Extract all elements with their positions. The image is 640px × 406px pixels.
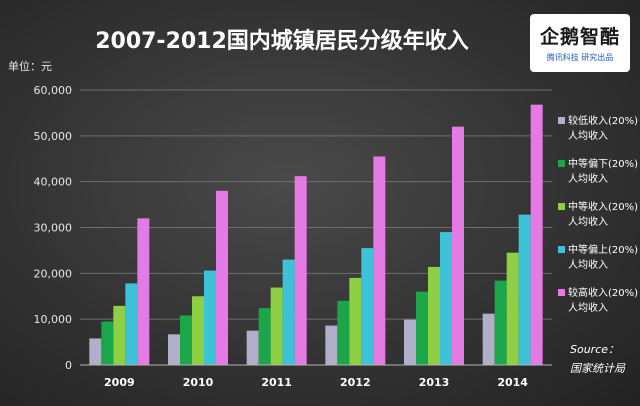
bar (89, 338, 102, 365)
x-tick-label: 2011 (261, 376, 292, 389)
legend-label-line2: 人均收入 (568, 215, 608, 228)
legend-label-line2: 人均收入 (568, 258, 608, 271)
bar (506, 252, 519, 365)
bar (125, 283, 138, 365)
legend-swatch (558, 160, 565, 167)
x-tick-label: 2010 (183, 376, 214, 389)
bar (416, 291, 428, 365)
x-tick-label: 2014 (497, 376, 528, 389)
x-tick-label: 2012 (340, 376, 371, 389)
gridlines (80, 89, 552, 320)
bar (440, 232, 452, 365)
bar (373, 156, 386, 365)
bar (216, 190, 228, 365)
bar (246, 330, 259, 365)
bars (89, 104, 543, 366)
y-tick-label: 50,000 (34, 130, 73, 143)
bar (452, 126, 464, 366)
legend-swatch (558, 246, 565, 253)
chart-title: 2007-2012国内城镇居民分级年收入 (95, 28, 469, 54)
y-axis: 0 10,000 20,000 30,000 40,000 50,000 60,000 (34, 84, 73, 372)
legend-label: 中等偏下(20%) (568, 157, 638, 170)
source-name: 国家统计局 (570, 362, 626, 375)
legend-swatch (558, 117, 565, 124)
y-tick-label: 20,000 (34, 267, 73, 280)
legend-label: 较高收入(20%) (568, 286, 638, 299)
bar (518, 214, 531, 365)
logo-subtext: 腾讯科技 研究出品 (546, 53, 614, 62)
bar (204, 270, 216, 365)
bar (530, 104, 543, 366)
legend-label: 中等收入(20%) (568, 200, 638, 213)
legend-swatch (558, 203, 565, 210)
legend-label-line2: 人均收入 (568, 129, 608, 142)
bar (494, 280, 507, 365)
bar (180, 315, 192, 365)
bar (325, 325, 338, 365)
bar (168, 334, 180, 365)
x-tick-label: 2009 (104, 376, 135, 389)
x-axis: 2009 2010 2011 2012 2013 2014 (80, 364, 552, 389)
bar (270, 287, 283, 365)
legend-label: 中等偏上(20%) (568, 243, 638, 256)
legend-label: 较低收入(20%) (568, 114, 638, 127)
bar (282, 259, 295, 365)
bar (482, 313, 495, 365)
logo: 企鹅智酷 腾讯科技 研究出品 (530, 14, 630, 72)
bar (428, 266, 440, 365)
y-tick-label: 30,000 (34, 222, 73, 235)
unit-label: 单位：元 (8, 59, 52, 73)
logo-text: 企鹅智酷 (539, 26, 620, 48)
y-tick-label: 0 (65, 359, 72, 372)
bar (137, 218, 150, 365)
y-tick-label: 60,000 (34, 84, 73, 97)
bar (337, 300, 350, 365)
legend-label-line2: 人均收入 (568, 172, 608, 185)
bar (258, 308, 271, 365)
y-tick-label: 40,000 (34, 176, 73, 189)
legend: 较低收入(20%)人均收入中等偏下(20%)人均收入中等收入(20%)人均收入中… (558, 114, 638, 314)
bar (294, 176, 307, 365)
bar (404, 319, 416, 365)
bar (192, 296, 204, 365)
bar (361, 248, 374, 365)
x-tick-label: 2013 (419, 376, 450, 389)
bar (349, 277, 362, 365)
bar (113, 305, 126, 365)
legend-swatch (558, 289, 565, 296)
legend-label-line2: 人均收入 (568, 301, 608, 314)
source-label: Source： (570, 343, 619, 356)
y-tick-label: 10,000 (34, 313, 73, 326)
bar (101, 321, 114, 365)
